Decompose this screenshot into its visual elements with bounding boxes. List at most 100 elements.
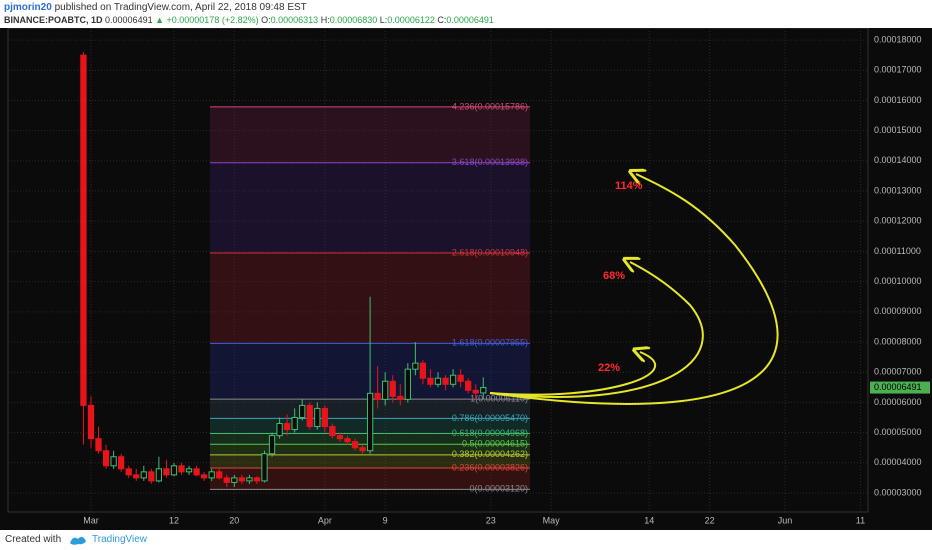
candle-body — [201, 474, 208, 479]
ohlc-key: C: — [437, 15, 447, 25]
y-tick-label: 0.00010000 — [874, 276, 922, 286]
x-tick-label: 20 — [229, 515, 239, 525]
x-tick-label: May — [543, 515, 561, 525]
candle-body — [329, 426, 336, 437]
y-tick-label: 0.00006000 — [874, 397, 922, 407]
candle-body — [457, 374, 464, 382]
x-tick-label: 12 — [169, 515, 179, 525]
candle-body — [412, 362, 419, 370]
fib-label: 1(0.00006110) — [470, 393, 528, 403]
y-tick-label: 0.00011000 — [874, 246, 921, 256]
annotations: 114% 68% 22% — [598, 180, 643, 374]
ohlc-value: 0.00006830 — [329, 15, 378, 25]
symbol: BINANCE:POABTC, 1D — [4, 15, 103, 25]
x-tick-label: 22 — [705, 515, 715, 525]
candle-body — [374, 392, 381, 400]
annotation: 68% — [603, 270, 625, 282]
y-tick-label: 0.00009000 — [874, 306, 922, 316]
fib-band — [210, 106, 530, 163]
ohlc-value: 0.00006122 — [387, 15, 435, 25]
symbol-line: BINANCE:POABTC, 1D 0.00006491 ▲ +0.00000… — [4, 15, 494, 25]
candle-body — [261, 453, 268, 482]
candle-body — [238, 477, 246, 482]
y-tick-label: 0.00003000 — [874, 487, 922, 497]
candle-body — [389, 380, 396, 397]
candle-body — [419, 362, 427, 379]
y-tick-label: 0.00017000 — [874, 65, 922, 75]
chart: 0.00003000 0.00004000 0.00005000 0.00006000… — [0, 28, 932, 530]
plot-frame — [7, 28, 869, 513]
candle-body — [216, 471, 223, 479]
fib-label: 0.236(0.00003826) — [452, 462, 528, 472]
x-tick-label: 11 — [856, 515, 865, 525]
candle-body — [268, 435, 276, 455]
candle-body — [155, 468, 163, 482]
chart-background — [0, 28, 932, 530]
x-tick-label: 9 — [383, 515, 388, 525]
brand[interactable]: TradingView — [92, 534, 148, 545]
y-tick-label: 0.00016000 — [874, 95, 922, 105]
candle-body — [351, 441, 359, 449]
last-price-tag — [870, 381, 930, 394]
publish-line: pjmorin20 published on TradingView.com, … — [4, 2, 307, 13]
fib-band — [210, 162, 530, 254]
x-tick-label: 23 — [486, 515, 496, 525]
ohlc-key: H: — [320, 15, 330, 25]
candle-body — [140, 471, 147, 479]
candle-body — [102, 450, 110, 467]
candle-body — [299, 404, 306, 418]
last-price-label: 0.00006491 — [874, 382, 922, 392]
annotation: 114% — [615, 180, 643, 192]
author[interactable]: pjmorin20 — [4, 2, 52, 13]
x-tick-label: Apr — [318, 515, 332, 525]
candle-body — [306, 404, 313, 428]
fib-label: 0.618(0.00004968) — [452, 428, 528, 438]
created-with: Created with — [5, 534, 62, 545]
candle-body — [231, 477, 238, 483]
header: pjmorin20 published on TradingView.com, … — [0, 0, 932, 28]
candle-body — [223, 477, 230, 483]
y-tick-label: 0.00018000 — [874, 34, 922, 44]
candle-body — [314, 407, 321, 428]
x-tick-label: 14 — [644, 515, 654, 525]
fib-band — [210, 454, 530, 469]
change: ▲ +0.00000178 (+2.82%) — [155, 15, 259, 25]
candle-body — [434, 377, 442, 385]
arrow — [489, 174, 779, 405]
candle-body — [178, 465, 185, 473]
ohlc-value: 0.00006313 — [270, 15, 319, 25]
arrow — [489, 352, 656, 396]
y-tick-label: 0.00015000 — [874, 125, 922, 135]
y-tick-label: 0.00013000 — [874, 185, 922, 195]
candle-body — [472, 389, 479, 394]
y-tick-label: 0.00004000 — [874, 457, 922, 467]
fib-band — [210, 468, 530, 490]
x-tick-label: Jun — [778, 515, 793, 525]
fib-label: 0.5(0.00004615) — [462, 439, 528, 449]
y-tick-label: 0.00007000 — [874, 367, 922, 377]
published: published on TradingView.com, April 22, … — [54, 2, 307, 13]
candle-body — [125, 468, 132, 476]
ohlc-key: L: — [379, 15, 388, 25]
candle-body — [359, 447, 366, 452]
y-tick-label: 0.00012000 — [874, 216, 922, 226]
candle-body — [208, 471, 215, 479]
candle-body — [118, 456, 125, 470]
candle-body — [465, 380, 472, 391]
candle-body — [382, 380, 389, 400]
candle-body — [321, 407, 328, 428]
fib-label: 3.618(0.00013938) — [452, 157, 528, 167]
candle-body — [449, 374, 457, 385]
candle-body — [404, 368, 411, 400]
candle-body — [148, 471, 155, 482]
candle-body — [87, 404, 95, 440]
candle-body — [336, 435, 344, 440]
fib-label: 4.236(0.00015786) — [452, 101, 528, 111]
candle-body — [397, 395, 404, 400]
candle-body — [163, 468, 170, 476]
arrows — [489, 174, 779, 405]
candle-body — [427, 377, 434, 385]
annotation: 22% — [598, 362, 620, 374]
fib-label: 0.382(0.00004262) — [452, 449, 528, 459]
